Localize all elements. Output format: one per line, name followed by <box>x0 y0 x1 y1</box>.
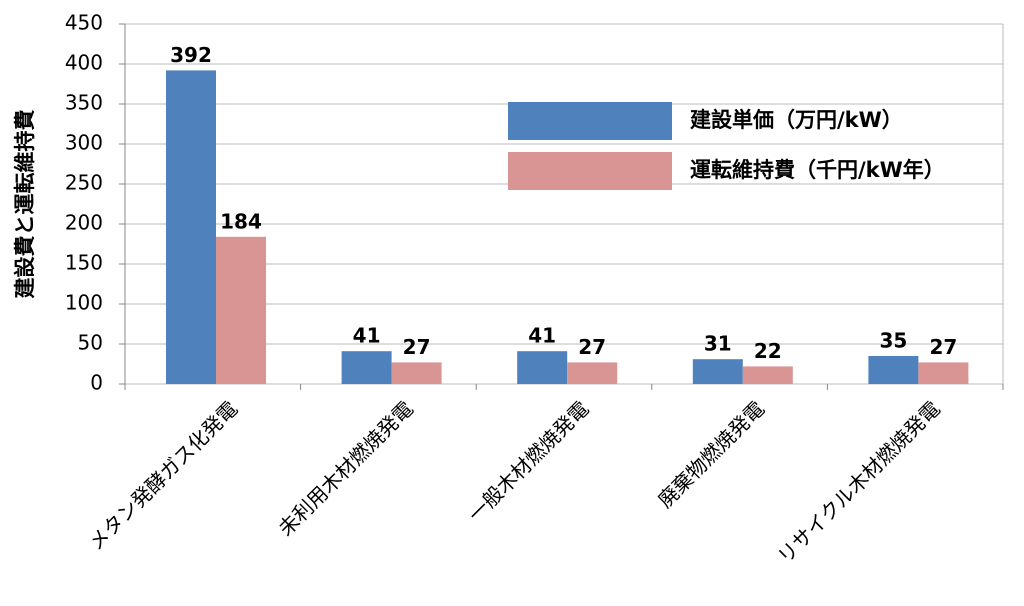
bar <box>868 356 919 384</box>
y-tick-label: 300 <box>65 131 103 155</box>
y-tick-label: 450 <box>65 11 103 35</box>
value-label: 41 <box>528 324 556 348</box>
x-tick-label: リサイクル木材燃焼発電 <box>773 396 945 568</box>
legend-label: 建設単価（万円/kW） <box>690 108 903 132</box>
x-tick-label: 廃棄物燃焼発電 <box>653 396 769 512</box>
legend-swatch <box>508 152 672 190</box>
y-tick-label: 200 <box>65 211 103 235</box>
x-tick-label: 未利用木材燃焼発電 <box>274 396 418 540</box>
y-axis-title: 建設費と運転維持費 <box>13 110 37 299</box>
bar <box>341 351 392 384</box>
bar <box>517 351 568 384</box>
legend-swatch <box>508 102 672 140</box>
bar <box>567 362 618 384</box>
value-label: 35 <box>879 329 907 353</box>
value-label: 22 <box>754 339 782 363</box>
y-tick-label: 50 <box>78 331 103 355</box>
y-tick-label: 350 <box>65 91 103 115</box>
value-label: 184 <box>220 209 262 233</box>
bar <box>391 362 442 384</box>
value-label: 41 <box>353 324 381 348</box>
bar <box>216 236 266 384</box>
bar <box>166 70 216 385</box>
y-tick-label: 100 <box>65 291 103 315</box>
y-tick-label: 150 <box>65 251 103 275</box>
x-tick-label: メタン発酵ガス化発電 <box>84 396 242 554</box>
value-label: 27 <box>403 335 431 359</box>
x-tick-label: 一般木材燃焼発電 <box>463 396 593 526</box>
bar <box>692 359 743 384</box>
legend-label: 運転維持費（千円/kW年） <box>690 158 945 182</box>
y-tick-label: 250 <box>65 171 103 195</box>
value-label: 31 <box>704 332 732 356</box>
value-label: 392 <box>170 43 212 67</box>
y-tick-label: 400 <box>65 51 103 75</box>
value-label: 27 <box>578 335 606 359</box>
bar <box>918 362 969 384</box>
y-tick-label: 0 <box>90 371 103 395</box>
value-label: 27 <box>929 335 957 359</box>
bar <box>742 366 793 384</box>
